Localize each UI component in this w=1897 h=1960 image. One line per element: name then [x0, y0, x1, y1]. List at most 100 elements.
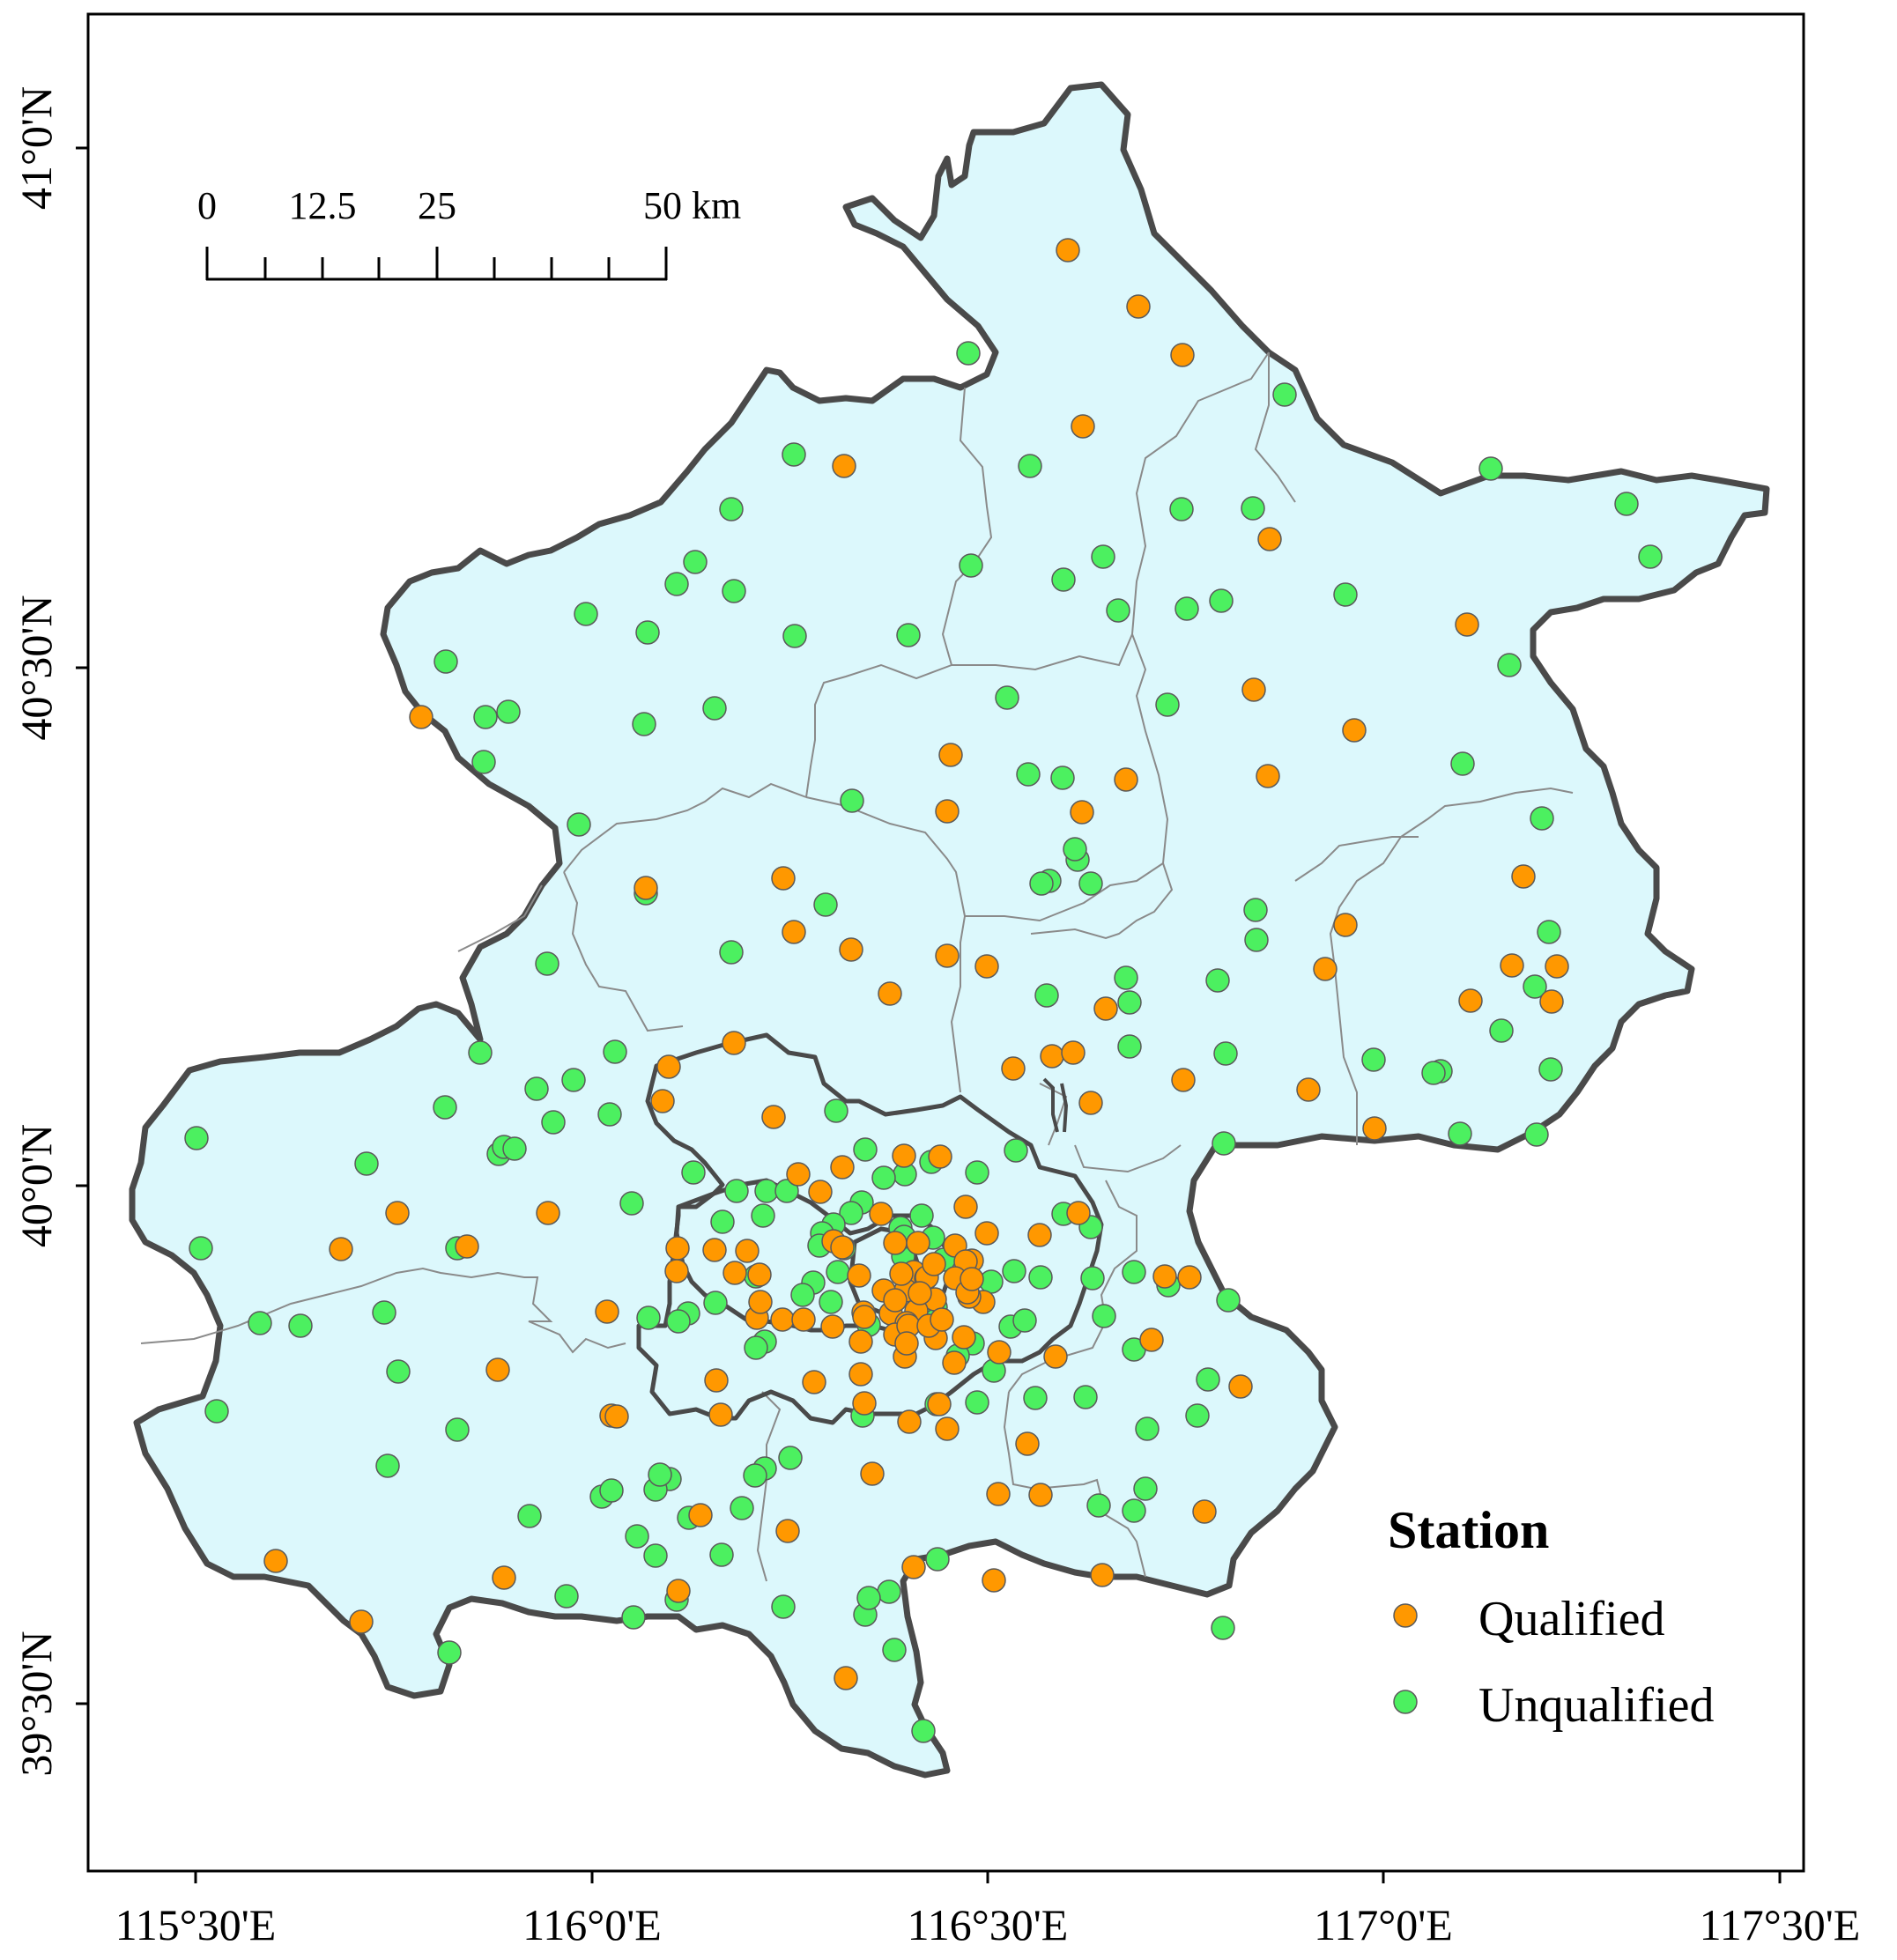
station-unqualified — [1029, 871, 1054, 896]
station-qualified — [1152, 1264, 1177, 1289]
station-qualified — [953, 1194, 978, 1219]
station-unqualified — [877, 1579, 901, 1604]
station-unqualified — [437, 1640, 462, 1665]
station-qualified — [329, 1237, 353, 1261]
station-unqualified — [184, 1126, 209, 1150]
station-unqualified — [603, 1039, 627, 1064]
station-qualified — [830, 1155, 855, 1180]
station-unqualified — [681, 1160, 706, 1185]
station-qualified — [595, 1299, 619, 1324]
station-qualified — [1455, 612, 1479, 637]
station-unqualified — [541, 1110, 566, 1135]
station-qualified — [922, 1252, 946, 1276]
station-qualified — [1171, 1068, 1196, 1092]
station-qualified — [1066, 1201, 1091, 1225]
station-qualified — [860, 1461, 885, 1486]
station-unqualified — [1086, 1493, 1111, 1518]
station-unqualified — [1117, 1034, 1142, 1059]
station-unqualified — [911, 1719, 936, 1743]
station-qualified — [1257, 527, 1282, 551]
station-qualified — [848, 1362, 873, 1387]
station-qualified — [852, 1305, 877, 1329]
station-unqualified — [1243, 898, 1268, 922]
station-unqualified — [1209, 588, 1234, 613]
lon-tick-label: 116°0'E — [522, 1900, 662, 1949]
station-qualified — [1342, 718, 1367, 743]
station-unqualified — [824, 1098, 848, 1123]
station-unqualified — [782, 442, 806, 467]
station-unqualified — [664, 572, 689, 596]
station-qualified — [982, 1568, 1006, 1593]
station-qualified — [1256, 764, 1280, 788]
station-unqualified — [648, 1462, 672, 1487]
station-unqualified — [1073, 1385, 1098, 1409]
station-qualified — [974, 1221, 999, 1246]
station-qualified — [1093, 996, 1118, 1021]
station-unqualified — [790, 1283, 815, 1307]
station-unqualified — [599, 1478, 624, 1503]
station-unqualified — [619, 1191, 644, 1216]
station-unqualified — [632, 712, 656, 736]
station-unqualified — [1051, 567, 1076, 592]
station-qualified — [832, 454, 856, 478]
station-unqualified — [840, 788, 864, 813]
station-unqualified — [625, 1524, 649, 1549]
station-qualified — [901, 1555, 926, 1579]
legend-label-unqualified: Unqualified — [1478, 1678, 1714, 1733]
station-unqualified — [1538, 1057, 1563, 1082]
station-qualified — [883, 1288, 908, 1313]
station-unqualified — [1213, 1041, 1238, 1066]
station-unqualified — [703, 1291, 728, 1315]
lon-tick-label: 115°30'E — [115, 1900, 277, 1949]
station-unqualified — [1133, 1476, 1158, 1501]
station-qualified — [974, 954, 999, 979]
station-unqualified — [871, 1165, 896, 1190]
station-unqualified — [778, 1446, 803, 1470]
scale-label: 12.5 — [289, 184, 357, 227]
station-qualified — [894, 1331, 919, 1356]
station-qualified — [1126, 294, 1151, 319]
station-unqualified — [925, 1547, 950, 1572]
station-qualified — [666, 1579, 691, 1603]
station-unqualified — [1122, 1260, 1146, 1284]
lat-tick-label: 40°0'N — [11, 1124, 61, 1247]
station-qualified — [1078, 1091, 1103, 1115]
station-unqualified — [1169, 497, 1194, 521]
station-qualified — [492, 1565, 516, 1590]
legend-label-qualified: Qualified — [1478, 1592, 1664, 1646]
station-qualified — [782, 920, 806, 944]
station-qualified — [852, 1391, 877, 1416]
station-unqualified — [1106, 598, 1130, 623]
station-unqualified — [1272, 382, 1297, 407]
station-qualified — [735, 1239, 760, 1263]
station-qualified — [747, 1262, 772, 1287]
station-unqualified — [710, 1209, 735, 1234]
station-qualified — [987, 1340, 1011, 1365]
station-unqualified — [722, 579, 746, 603]
station-qualified — [702, 1238, 727, 1262]
station-qualified — [748, 1290, 773, 1314]
station-qualified — [409, 705, 433, 729]
station-unqualified — [643, 1543, 668, 1568]
station-unqualified — [813, 892, 838, 917]
station-unqualified — [1530, 806, 1554, 831]
station-unqualified — [896, 623, 921, 647]
station-unqualified — [683, 550, 708, 574]
station-unqualified — [1212, 1131, 1236, 1156]
station-qualified — [708, 1402, 733, 1427]
station-unqualified — [882, 1638, 907, 1662]
station-unqualified — [1012, 1308, 1037, 1333]
station-unqualified — [909, 1203, 934, 1228]
station-unqualified — [1489, 1018, 1514, 1043]
station-unqualified — [248, 1311, 272, 1335]
lon-tick-label: 116°30'E — [908, 1900, 1069, 1949]
station-unqualified — [517, 1504, 542, 1528]
station-unqualified — [1205, 968, 1230, 993]
station-unqualified — [1023, 1386, 1048, 1410]
station-qualified — [878, 981, 902, 1006]
station-qualified — [847, 1263, 871, 1288]
station-qualified — [791, 1307, 816, 1332]
station-unqualified — [597, 1102, 622, 1127]
station-unqualified — [1004, 1138, 1028, 1163]
station-unqualified — [567, 812, 591, 837]
